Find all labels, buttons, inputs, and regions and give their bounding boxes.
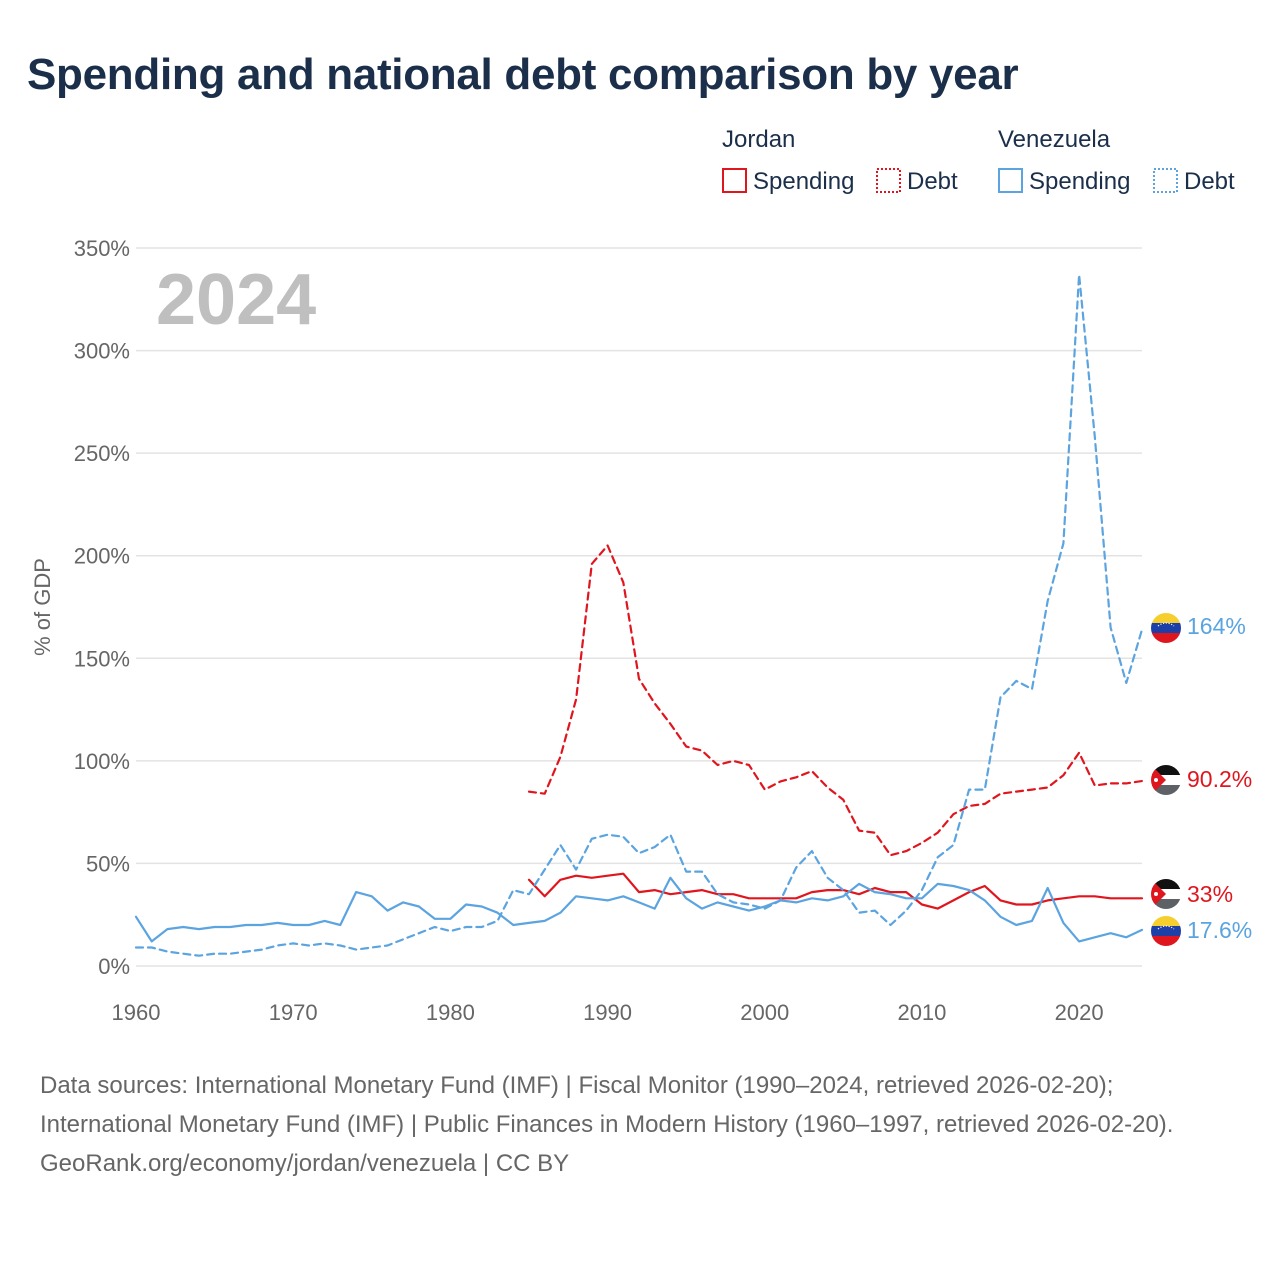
- y-tick-label: 300%: [74, 339, 130, 364]
- y-tick-label: 250%: [74, 441, 130, 466]
- year-watermark: 2024: [156, 260, 316, 340]
- legend: Jordan Spending Debt Venezuela Spending …: [722, 126, 1235, 195]
- series-line-venezuela-debt: [134, 273, 1144, 957]
- legend-swatch-venezuela-spending: [998, 168, 1023, 193]
- venezuela-flag-icon: [1151, 613, 1181, 643]
- x-tick-label: 1970: [269, 1000, 318, 1025]
- data-sources: Data sources: International Monetary Fun…: [40, 1072, 1174, 1138]
- legend-label-jordan-debt: Debt: [907, 168, 958, 195]
- end-label-jordan-spending: 33%: [1187, 881, 1233, 907]
- grid: [136, 247, 1142, 967]
- chart-title: Spending and national debt comparison by…: [27, 50, 1019, 99]
- venezuela-flag-icon: [1151, 916, 1181, 946]
- legend-swatch-jordan-debt: [876, 168, 901, 193]
- y-tick-label: 0%: [98, 954, 130, 979]
- y-axis: 0% 50% 100% 150% 200% 250% 300% 350%: [74, 236, 130, 979]
- y-axis-label: % of GDP: [30, 558, 55, 656]
- credit-link[interactable]: GeoRank.org/economy/jordan/venezuela | C…: [40, 1150, 570, 1177]
- end-label-venezuela-debt: 164%: [1187, 613, 1246, 639]
- series-lines: [134, 273, 1144, 957]
- x-tick-label: 2020: [1055, 1000, 1104, 1025]
- line-chart: 0%50%100%150%200%250%300%350% 1960 1970 19…: [30, 126, 1252, 1025]
- jordan-flag-icon: [1151, 879, 1181, 909]
- x-tick-label: 1990: [583, 1000, 632, 1025]
- legend-label-venezuela-spending: Spending: [1029, 168, 1130, 195]
- legend-group-jordan: Jordan: [722, 126, 795, 153]
- x-tick-label: 1980: [426, 1000, 475, 1025]
- legend-group-venezuela: Venezuela: [998, 126, 1111, 153]
- y-tick-label: 50%: [86, 851, 130, 876]
- series-line-venezuela-spending: [134, 876, 1144, 943]
- legend-label-jordan-spending: Spending: [753, 168, 854, 195]
- legend-label-venezuela-debt: Debt: [1184, 168, 1235, 195]
- end-label-venezuela-spending: 17.6%: [1187, 917, 1252, 943]
- x-axis: 1960 1970 1980 1990 2000 2010 2020: [112, 1000, 1104, 1025]
- x-tick-label: 1960: [112, 1000, 161, 1025]
- y-tick-label: 200%: [74, 544, 130, 569]
- legend-swatch-venezuela-debt: [1153, 168, 1178, 193]
- x-tick-label: 2000: [740, 1000, 789, 1025]
- y-tick-label: 150%: [74, 646, 130, 671]
- x-tick-label: 2010: [897, 1000, 946, 1025]
- jordan-flag-icon: [1151, 765, 1181, 795]
- legend-swatch-jordan-spending: [722, 168, 747, 193]
- series-line-jordan-debt: [527, 544, 1144, 857]
- end-label-jordan-debt: 90.2%: [1187, 766, 1252, 792]
- footer: Data sources: International Monetary Fun…: [40, 1066, 1240, 1183]
- y-tick-label: 350%: [74, 236, 130, 261]
- y-tick-label: 100%: [74, 749, 130, 774]
